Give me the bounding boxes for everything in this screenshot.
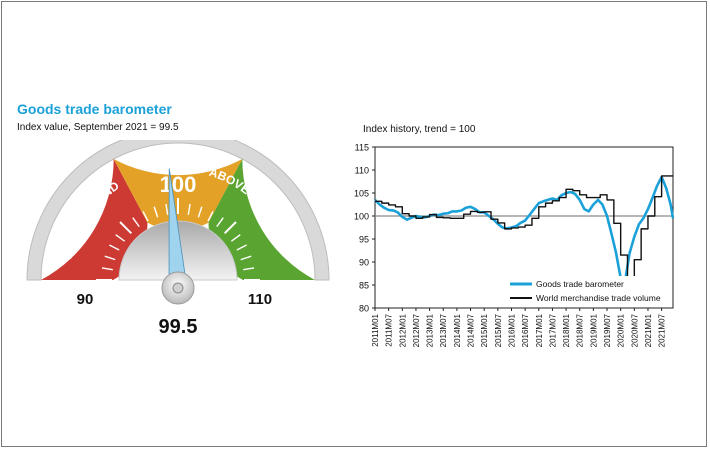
- gauge-ticks: [96, 198, 260, 281]
- gauge-tick: [236, 244, 247, 251]
- x-tick-label: 2012M01: [398, 313, 407, 347]
- gauge-tick: [207, 211, 214, 222]
- gauge-tick: [223, 221, 237, 235]
- chart-series: [374, 175, 675, 281]
- x-tick-label: 2018M01: [562, 313, 571, 347]
- legend-label: Goods trade barometer: [536, 279, 624, 289]
- x-tick-label: 2015M01: [480, 313, 489, 347]
- y-tick-label: 105: [354, 189, 369, 199]
- y-tick-label: 90: [359, 258, 369, 268]
- gauge: BELOW TREND ABOVE TREND 100 90 110 99.5: [26, 140, 330, 338]
- gauge-tick: [216, 217, 224, 228]
- x-tick-label: 2019M07: [603, 313, 612, 347]
- gauge-tick: [165, 203, 169, 215]
- x-tick-label: 2017M01: [535, 313, 544, 347]
- gauge-tick: [115, 234, 126, 242]
- x-tick-label: 2015M07: [494, 313, 503, 347]
- x-tick-label: 2021M07: [658, 313, 667, 347]
- x-tick-label: 2013M01: [426, 313, 435, 347]
- gauge-max-label: 110: [248, 291, 272, 308]
- x-tick-label: 2018M07: [576, 313, 585, 347]
- legend-label: World merchandise trade volume: [536, 293, 661, 303]
- chart-title: Index history, trend = 100: [363, 124, 476, 135]
- y-tick-label: 115: [355, 143, 369, 153]
- x-tick-label: 2011M01: [371, 313, 380, 346]
- plot-border: [374, 146, 674, 309]
- gauge-min-label: 90: [77, 291, 94, 308]
- gauge-tick: [132, 217, 140, 228]
- x-tick-label: 2017M07: [548, 313, 557, 347]
- chart-x-ticks: 2011M01 2011M07 2012M01 2012M07 2013M01 2013M…: [371, 308, 667, 347]
- gauge-hub-center: [172, 282, 184, 294]
- gauge-tick: [104, 255, 116, 261]
- x-tick-label: 2016M01: [507, 313, 516, 347]
- series-line-barometer: [374, 175, 675, 281]
- chart-legend: Goods trade barometer World merchandise t…: [506, 276, 661, 306]
- gauge-tick: [153, 206, 159, 218]
- gauge-tick: [119, 221, 133, 235]
- gauge-tick: [142, 211, 149, 222]
- y-tick-label: 100: [354, 212, 369, 222]
- chart-axes: [374, 146, 674, 309]
- gauge-tick: [197, 206, 203, 218]
- y-tick-label: 110: [355, 166, 369, 176]
- x-tick-label: 2014M01: [453, 313, 462, 347]
- legend-box: [506, 276, 661, 306]
- x-tick-label: 2021M01: [644, 313, 653, 347]
- gauge-segment-mid: [113, 159, 243, 231]
- x-tick-label: 2016M07: [521, 313, 530, 347]
- barometer-title: Goods trade barometer: [17, 101, 172, 117]
- x-tick-label: 2011M07: [385, 313, 394, 346]
- gauge-tick: [230, 234, 241, 242]
- history-chart: 80 85 90 95 100 105 110 115 2011M01 2011M07 2012M…: [354, 143, 675, 347]
- gauge-tick: [240, 255, 252, 261]
- gauge-bezel: [26, 140, 330, 281]
- y-tick-label: 85: [359, 281, 369, 291]
- chart-y-ticks: 80 85 90 95 100 105 110 115: [354, 143, 375, 314]
- x-tick-label: 2020M01: [617, 313, 626, 347]
- gauge-tick: [243, 267, 255, 271]
- gauge-tick: [101, 267, 113, 271]
- y-tick-label: 80: [359, 304, 369, 314]
- gauge-tick: [187, 203, 191, 215]
- gauge-center-label: 100: [160, 172, 197, 197]
- barometer-subtitle: Index value, September 2021 = 99.5: [17, 122, 179, 133]
- gauge-tick: [109, 244, 120, 251]
- x-tick-label: 2019M01: [589, 313, 598, 347]
- gauge-segment-above: [208, 159, 315, 280]
- series-line-trade-volume: [375, 175, 673, 279]
- gauge-segment-below: [41, 159, 148, 280]
- x-tick-label: 2020M07: [630, 313, 639, 347]
- gauge-value-label: 99.5: [159, 316, 198, 338]
- x-tick-label: 2013M07: [439, 313, 448, 347]
- x-tick-label: 2014M07: [467, 313, 476, 347]
- y-tick-label: 95: [359, 235, 369, 245]
- x-tick-label: 2012M07: [412, 313, 421, 347]
